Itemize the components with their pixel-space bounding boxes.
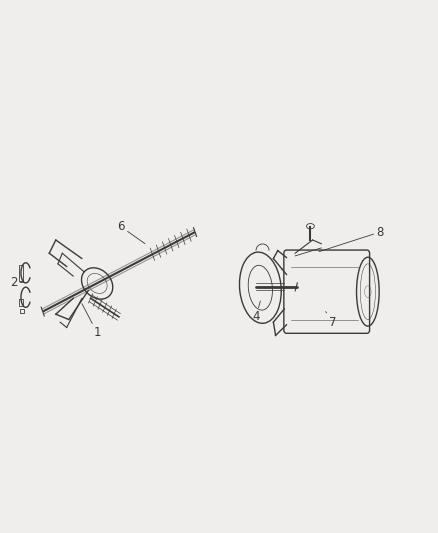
Text: 4: 4 bbox=[252, 301, 260, 324]
Text: 6: 6 bbox=[117, 220, 145, 244]
Text: 8: 8 bbox=[319, 225, 384, 252]
Bar bbox=[19, 300, 23, 306]
Text: 7: 7 bbox=[325, 312, 337, 329]
Text: 2: 2 bbox=[10, 276, 25, 289]
Bar bbox=[19, 265, 23, 281]
Bar bbox=[20, 309, 24, 313]
Text: 1: 1 bbox=[82, 304, 101, 340]
